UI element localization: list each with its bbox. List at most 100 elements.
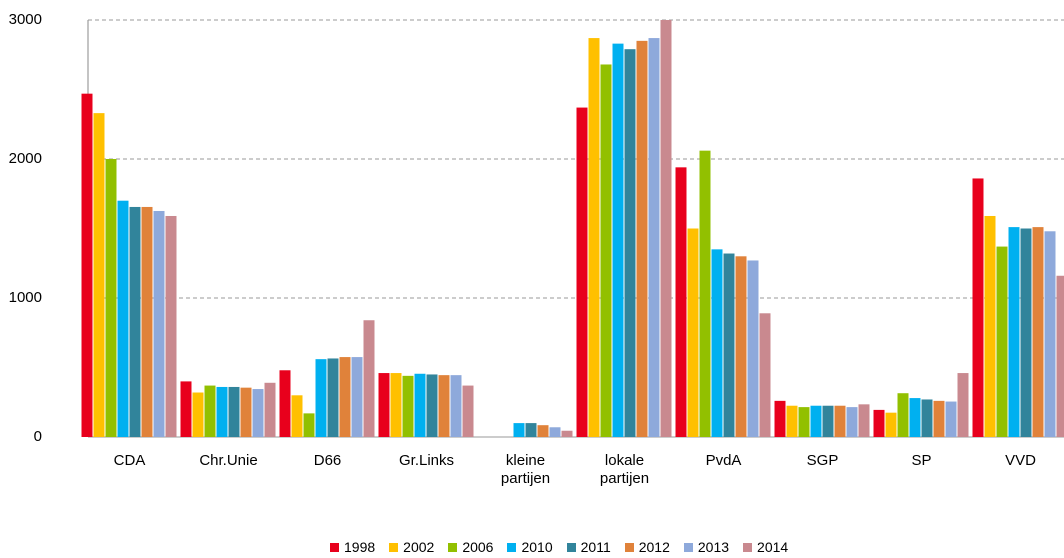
bar (414, 373, 426, 437)
bar (798, 407, 810, 437)
bar (945, 401, 957, 437)
bar (822, 405, 834, 437)
bar (810, 405, 822, 437)
bar (1044, 231, 1056, 437)
bar (81, 93, 93, 438)
bar (699, 150, 711, 437)
bar (363, 320, 375, 437)
bar (228, 386, 240, 437)
bar (549, 427, 561, 437)
legend-swatch (624, 542, 634, 552)
legend-item: 2010 (507, 539, 553, 555)
bar (252, 389, 264, 437)
legend-label: 2010 (521, 539, 553, 555)
bar (747, 260, 759, 437)
bar (339, 357, 351, 437)
bar (588, 38, 600, 437)
bar (648, 38, 660, 437)
bar (774, 400, 786, 437)
legend-swatch (507, 542, 517, 552)
bar (315, 359, 327, 437)
bar (153, 210, 165, 437)
bar (897, 393, 909, 437)
legend-label: 2012 (638, 539, 670, 555)
bar (450, 375, 462, 437)
bar (438, 375, 450, 437)
bar (165, 215, 177, 437)
legend-label: 2014 (757, 539, 789, 555)
legend-item: 2006 (448, 539, 493, 555)
bar (291, 395, 303, 437)
legend-label: 1998 (344, 539, 376, 555)
bar (192, 392, 204, 437)
bar (723, 253, 735, 437)
bar (327, 358, 339, 437)
x-tick-label: SGP (806, 452, 839, 469)
y-tick-label: 0 (34, 428, 42, 445)
bar (921, 399, 933, 437)
legend-swatch (389, 542, 399, 552)
bar (957, 373, 969, 437)
x-tick-label: PvdA (705, 452, 742, 469)
bar (834, 405, 846, 437)
legend-item: 1998 (330, 539, 375, 555)
bar (351, 357, 363, 437)
legend-swatch (448, 542, 458, 552)
bar (402, 375, 414, 437)
bar (600, 64, 612, 437)
bar (390, 373, 402, 437)
bar (204, 385, 216, 437)
bar (759, 313, 771, 437)
bar (1008, 227, 1020, 437)
legend-label: 2002 (403, 539, 435, 555)
legend: 1998 2002 2006 2010 2011 2012 2013 2014 (330, 539, 788, 555)
bar (846, 407, 858, 437)
bar (933, 400, 945, 437)
bar (624, 49, 636, 437)
bar (636, 40, 648, 437)
bar (873, 409, 885, 437)
x-tick-label: lokale partijen (599, 452, 650, 487)
bar (141, 206, 153, 437)
bar (513, 423, 525, 437)
legend-label: 2013 (697, 539, 730, 555)
bar (858, 404, 870, 437)
x-tick-label: SP (911, 452, 932, 469)
bar (984, 215, 996, 437)
bar (660, 20, 672, 437)
bar (180, 381, 192, 437)
bar (561, 430, 573, 437)
bar (279, 370, 291, 437)
legend-swatch (330, 542, 339, 552)
legend-label: 2006 (462, 539, 494, 555)
bar (786, 405, 798, 437)
bar (462, 385, 474, 437)
bar (216, 386, 228, 437)
bar (1020, 228, 1032, 437)
bar (735, 256, 747, 437)
x-tick-label: Chr.Unie (199, 452, 258, 469)
bar (264, 382, 276, 437)
bar (129, 206, 141, 437)
bar (711, 249, 723, 437)
legend-item: 2012 (624, 539, 670, 555)
y-tick-label: 1000 (9, 289, 42, 306)
bar (1056, 275, 1064, 437)
bar (909, 398, 921, 437)
bar (537, 425, 549, 437)
bar (426, 374, 438, 437)
y-tick-label: 2000 (9, 150, 42, 167)
legend-item: 2002 (389, 539, 434, 555)
legend-swatch (743, 542, 753, 552)
bar (996, 246, 1008, 437)
bar (378, 373, 390, 437)
bar (576, 107, 588, 437)
legend-item: 2014 (743, 539, 788, 555)
bar (240, 387, 252, 437)
x-tick-label: Gr.Links (398, 452, 455, 469)
x-tick-label: CDA (113, 452, 146, 469)
x-tick-label: kleine partijen (500, 452, 551, 487)
bar (117, 200, 129, 437)
bar (612, 43, 624, 437)
